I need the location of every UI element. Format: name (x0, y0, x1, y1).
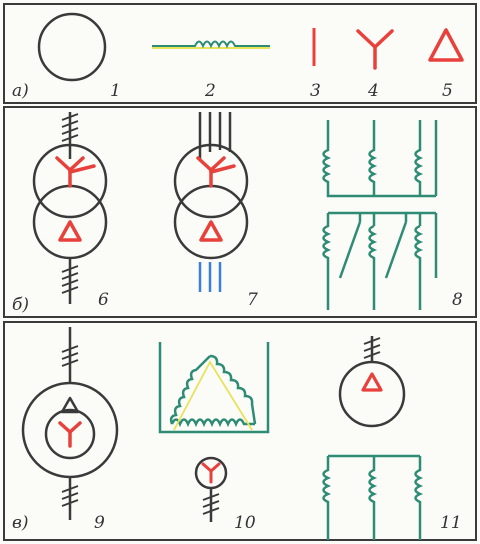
autotransformer-symbol (21, 327, 119, 520)
figure-number-8: 8 (452, 290, 463, 310)
star-generator-symbol (194, 456, 228, 522)
star-winding-group (322, 454, 424, 540)
figure-number-5: 5 (442, 81, 453, 101)
star-connection-symbol (356, 29, 394, 70)
transformer-single-line (32, 112, 108, 304)
figure-number-3: 3 (310, 81, 321, 101)
winding-symbol (152, 40, 270, 49)
row-letter-b: б) (12, 295, 29, 315)
panel-b-frame (3, 106, 477, 318)
panel-a-frame (3, 3, 477, 104)
generator-circle-symbol (37, 12, 107, 82)
transformer-windings-expanded (322, 120, 438, 310)
delta-winding-group (158, 342, 270, 434)
figure-number-1: 1 (110, 81, 121, 101)
figure-number-10: 10 (234, 513, 256, 533)
row-letter-c: в) (12, 513, 29, 533)
panel-c-frame (3, 321, 477, 541)
figure-number-9: 9 (94, 513, 105, 533)
row-letter-a: а) (12, 81, 29, 101)
figure-number-11: 11 (440, 513, 462, 533)
delta-generator-symbol (338, 336, 406, 428)
figure-number-6: 6 (98, 290, 109, 310)
figure-number-7: 7 (247, 290, 258, 310)
figure-number-2: 2 (204, 81, 216, 101)
figure-number-4: 4 (367, 81, 379, 101)
transformer-multi-line (173, 112, 249, 292)
delta-connection-symbol (428, 28, 464, 62)
